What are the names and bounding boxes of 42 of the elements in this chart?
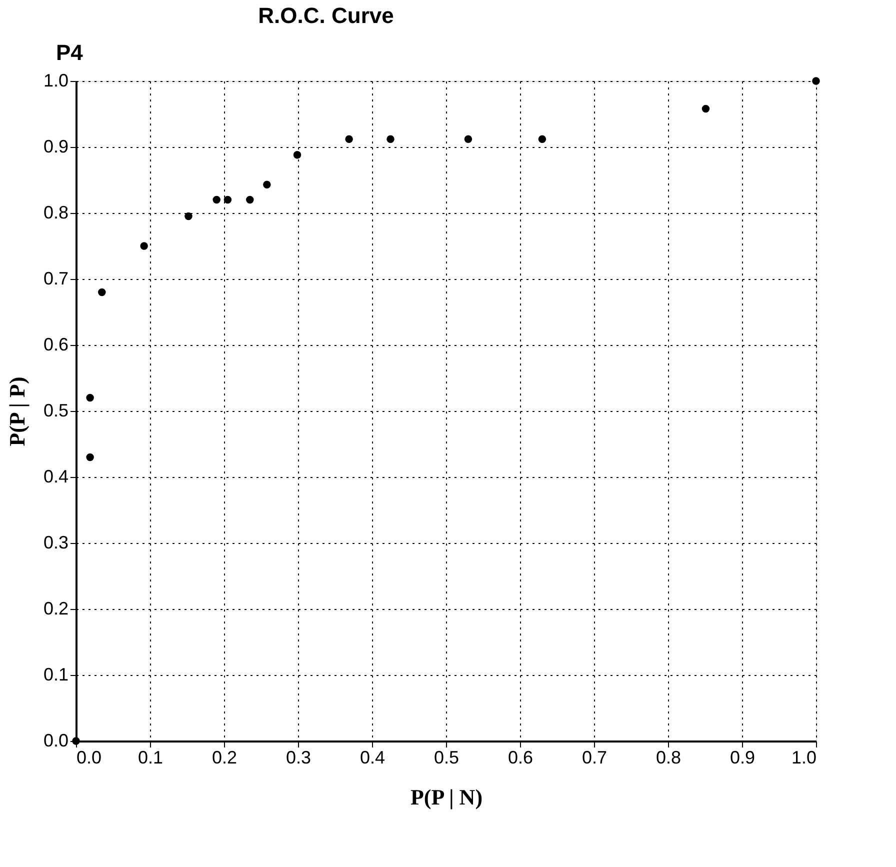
- point: [464, 135, 472, 143]
- y-tick-label: 0.3: [43, 532, 68, 552]
- y-tick-label: 0.6: [43, 334, 68, 354]
- y-tick-label: 0.5: [43, 400, 68, 420]
- point: [812, 77, 820, 85]
- x-tick-label: 0.2: [212, 748, 238, 768]
- y-tick-label: 0.1: [43, 664, 68, 684]
- point: [345, 135, 353, 143]
- point: [538, 135, 546, 143]
- chart-title: R.O.C. Curve: [258, 3, 394, 28]
- x-tick-label: 0.0: [76, 748, 102, 768]
- point: [246, 196, 254, 204]
- point: [86, 394, 94, 402]
- point: [224, 196, 232, 204]
- x-tick-label: 0.1: [138, 748, 164, 768]
- x-tick-label: 0.3: [286, 748, 312, 768]
- point: [98, 288, 106, 296]
- x-tick-label: 0.7: [582, 748, 608, 768]
- y-tick-label: 0.2: [43, 598, 68, 618]
- point: [86, 453, 94, 462]
- point: [293, 151, 302, 159]
- point: [140, 242, 148, 250]
- x-tick-label: 0.6: [508, 748, 534, 768]
- point: [386, 135, 394, 143]
- x-tick-label: 0.9: [730, 748, 756, 768]
- point: [702, 104, 710, 113]
- point: [184, 212, 192, 220]
- y-tick-label: 1.0: [43, 70, 68, 90]
- y-tick-label: 0.7: [43, 268, 68, 288]
- x-axis-title: P(P | N): [410, 784, 483, 810]
- text: P4: [56, 40, 84, 65]
- x-tick-label: 0.5: [434, 748, 460, 768]
- point: [212, 196, 220, 204]
- x-tick-label: 0.4: [360, 748, 386, 768]
- y-axis-title: P(P | P): [4, 376, 30, 446]
- y-tick-label: 0.4: [43, 466, 68, 486]
- point: [263, 180, 271, 188]
- x-tick-label: 0.8: [656, 748, 682, 768]
- y-tick-label: 0.0: [43, 730, 68, 750]
- y-tick-label: 0.8: [43, 202, 68, 222]
- x-tick-label: 1.0: [791, 748, 816, 768]
- y-tick-label: 0.9: [43, 136, 68, 156]
